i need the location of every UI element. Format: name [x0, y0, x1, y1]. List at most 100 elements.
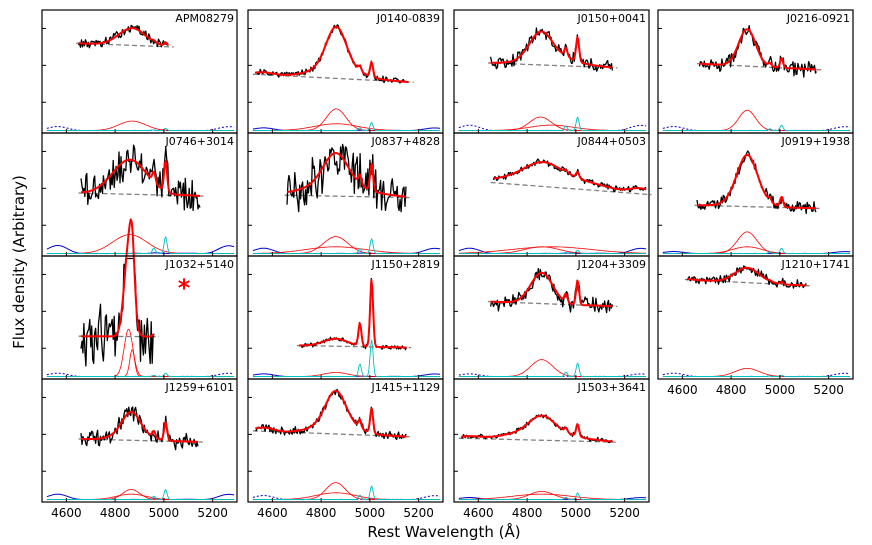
x-tick-label-4600: 4600: [463, 506, 494, 520]
hbeta-component-1: [252, 482, 441, 500]
oiii-component-line: [662, 247, 851, 254]
panel-label: J0837+4828: [371, 135, 440, 148]
x-tick-label-4600: 4600: [51, 506, 82, 520]
x-tick-label-5000: 5000: [355, 506, 386, 520]
panel-label: J1204+3309: [577, 258, 646, 271]
spectrum-line: [80, 144, 201, 212]
hbeta-component-1: [458, 116, 647, 131]
panel-j1259+6101: 4600 4800 5000 5200 J1259+6101: [41, 378, 238, 520]
panel-label: J1415+1129: [371, 381, 440, 394]
model-fit-line: [686, 266, 807, 287]
feii-template-line: [662, 372, 851, 377]
feii-template-line: [662, 126, 851, 131]
y-axis-label: Flux density (Arbitrary): [10, 175, 28, 349]
panel-j0837+4828: J0837+4828: [247, 132, 444, 257]
x-tick-label-5200: 5200: [813, 383, 844, 397]
hbeta-component-1: [46, 234, 235, 254]
model-fit-line: [697, 153, 816, 210]
oiii-component-line: [252, 339, 441, 377]
x-tick-label-4800: 4800: [716, 383, 747, 397]
panel-frame: [657, 9, 854, 134]
panels-grid: APM08279 J0140-0839 J0150+0041 J0216-0921 J0…: [41, 9, 854, 520]
panel-frame: [453, 378, 650, 503]
spectrum-line: [80, 406, 199, 451]
hbeta-component-2: [252, 123, 441, 131]
x-axis-label: Rest Wavelength (Å): [367, 522, 520, 541]
panel-label: APM08279: [175, 12, 234, 25]
panel-apm08279: APM08279: [41, 9, 238, 134]
x-tick-label-5200: 5200: [403, 506, 434, 520]
x-tick-label-5000: 5000: [561, 506, 592, 520]
x-tick-label-4600: 4600: [667, 383, 698, 397]
spectrum-line: [492, 158, 647, 193]
oiii-component-line: [46, 372, 235, 377]
x-tick-label-5200: 5200: [197, 506, 228, 520]
feii-template-line: [46, 126, 235, 131]
spectrum-line: [286, 143, 407, 213]
hbeta-component-1: [458, 359, 647, 377]
model-fit-line: [299, 279, 407, 349]
hbeta-component-1: [46, 488, 235, 500]
feii-template-line: [46, 245, 235, 254]
panel-frame: [657, 132, 854, 257]
model-fit-line: [699, 28, 817, 71]
oiii-component-line: [252, 237, 441, 254]
panel-j0746+3014: J0746+3014: [41, 132, 238, 257]
spectrum-line: [686, 265, 807, 289]
panel-j1503+3641: 4600 4800 5000 5200 J1503+3641: [453, 378, 650, 520]
panel-j1415+1129: 4600 4800 5000 5200 J1415+1129: [247, 378, 444, 520]
panel-label: J0844+0503: [577, 135, 646, 148]
hbeta-component-1: [662, 367, 851, 377]
x-tick-label-5000: 5000: [765, 383, 796, 397]
panel-j0140-0839: J0140-0839: [247, 9, 444, 134]
panel-label: J0150+0041: [577, 12, 646, 25]
panel-frame: [453, 132, 650, 257]
panel-j1204+3309: J1204+3309: [453, 255, 650, 380]
oiii-component-line: [458, 362, 647, 377]
hbeta-component-1: [662, 231, 851, 254]
outlier-marker: *: [178, 274, 191, 302]
panel-frame: [247, 378, 444, 503]
panel-frame: [453, 9, 650, 134]
hbeta-component-2: [252, 246, 441, 254]
feii-template-line: [46, 372, 235, 377]
panel-label: J1503+3641: [577, 381, 646, 394]
panel-label: J0919+1938: [781, 135, 850, 148]
panel-j0919+1938: J0919+1938: [657, 132, 854, 257]
x-tick-label-4800: 4800: [100, 506, 131, 520]
model-fit-line: [490, 271, 613, 308]
feii-template-line: [458, 124, 647, 131]
x-tick-label-4800: 4800: [306, 506, 337, 520]
panel-label: J1210+1741: [781, 258, 850, 271]
hbeta-component-2: [458, 493, 647, 500]
panel-frame: [657, 255, 854, 380]
hbeta-component-2: [458, 246, 647, 254]
oiii-component-line: [252, 485, 441, 500]
panel-frame: [41, 255, 238, 380]
hbeta-component-2: [662, 246, 851, 254]
oiii-component-line: [662, 124, 851, 131]
model-fit-line: [255, 25, 409, 83]
panel-label: J1259+6101: [165, 381, 234, 394]
model-fit-line: [492, 161, 647, 191]
feii-template-line: [252, 495, 441, 500]
hbeta-component-1: [252, 108, 441, 131]
spectrum-line: [299, 277, 408, 351]
panel-frame: [247, 9, 444, 134]
model-fit-line: [80, 410, 198, 443]
spectrum-line: [80, 257, 155, 367]
panel-label: J1032+5140: [165, 258, 234, 271]
panel-label: J1150+2819: [371, 258, 440, 271]
panel-j0844+0503: J0844+0503: [453, 132, 652, 257]
panel-j1210+1741: 4600 4800 5000 5200 J1210+1741: [657, 255, 854, 397]
oiii-component-line: [46, 488, 235, 500]
hbeta-component-1: [46, 120, 235, 131]
panel-frame: [453, 255, 650, 380]
panel-frame: [41, 378, 238, 503]
continuum-line: [284, 194, 412, 199]
continuum-line: [296, 344, 412, 349]
panel-j1032+5140: J1032+5140 *: [41, 218, 238, 380]
model-fit-line: [78, 27, 170, 47]
oiii-component-line: [662, 374, 851, 377]
